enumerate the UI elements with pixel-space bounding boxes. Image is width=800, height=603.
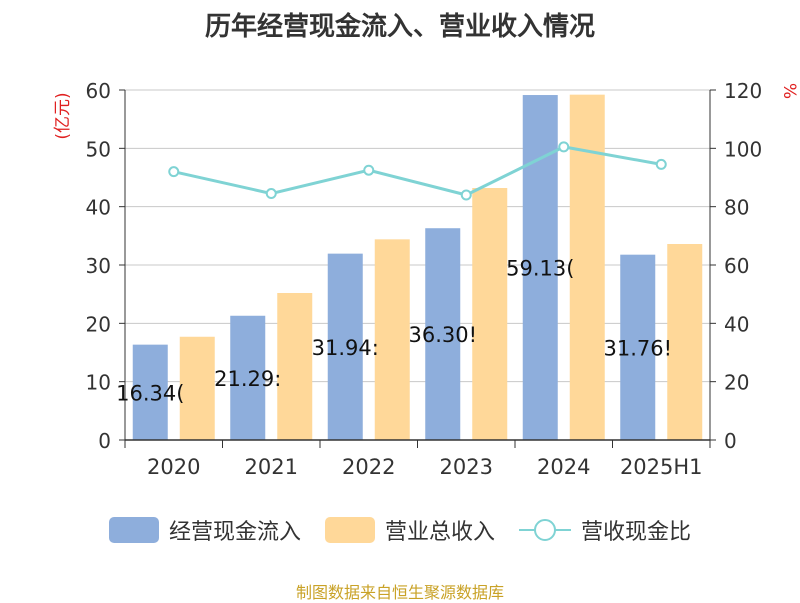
ratio-point [558,141,570,153]
x-tick-label: 2020 [147,455,200,479]
right-tick-label: 60 [724,254,749,278]
legend: 经营现金流入 营业总收入 营收现金比 [0,514,800,546]
ratio-point [363,164,375,176]
ratio-point [168,166,180,178]
bar-cash-inflow [230,315,266,440]
bar-cash-inflow [620,254,656,440]
x-tick-label: 2022 [342,455,395,479]
axes: 0 10 20 30 40 50 60 0 20 40 60 80 100 120 (亿元)% 2020 202… [53,79,799,479]
bar-revenue [667,244,703,440]
x-tick-label: 2025H1 [620,455,703,479]
legend-label-revenue: 营业总收入 [384,520,495,545]
left-tick-label: 20 [86,312,111,336]
data-labels: 16.34( 21.29: 31.94: 36.30! 59.13( 31.76! [116,257,672,406]
bar-revenue [374,239,410,440]
legend-label-cash-inflow: 经营现金流入 [168,520,301,545]
left-axis-unit: (亿元) [53,92,73,139]
x-tick-label: 2023 [440,455,493,479]
legend-item-revenue[interactable]: 营业总收入 [324,514,495,546]
x-tick-label: 2024 [537,455,590,479]
x-tick-label: 2021 [245,455,298,479]
data-label-cash-inflow: 59.13( [506,257,574,281]
legend-item-cash-inflow[interactable]: 经营现金流入 [108,514,301,546]
right-tick-label: 20 [724,371,749,395]
legend-swatch-ratio [519,517,571,543]
left-tick-label: 0 [98,429,111,453]
left-tick-label: 10 [86,371,111,395]
ratio-point [655,158,667,170]
data-label-cash-inflow: 21.29: [214,367,281,391]
left-tick-label: 60 [86,79,111,103]
data-label-cash-inflow: 31.94: [312,336,379,360]
bar-revenue [179,336,215,440]
bar-revenue [472,188,508,440]
right-axis-unit: % [779,83,799,99]
left-tick-label: 50 [86,137,111,161]
right-tick-label: 120 [724,79,762,103]
bar-revenue [569,94,605,441]
chart-title: 历年经营现金流入、营业收入情况 [204,12,595,42]
ratio-line-path [173,145,662,197]
legend-label-ratio: 营收现金比 [581,520,692,545]
right-tick-label: 80 [724,196,749,220]
ratio-point [265,188,277,200]
data-label-cash-inflow: 36.30! [408,323,477,347]
data-label-cash-inflow: 16.34( [116,381,184,405]
legend-swatch-cash-inflow [108,517,159,543]
left-tick-label: 30 [86,254,111,278]
ratio-point [460,189,472,201]
legend-item-ratio[interactable]: 营收现金比 [519,514,691,546]
right-tick-label: 0 [724,429,737,453]
bar-cash-inflow [327,253,363,440]
bar-revenue [277,293,313,440]
bar-cash-inflow [425,228,461,440]
left-tick-label: 40 [86,196,111,220]
data-source-note: 制图数据来自恒生聚源数据库 [295,583,504,602]
legend-swatch-revenue [324,517,375,543]
right-tick-label: 40 [724,312,749,336]
bars [132,94,703,441]
data-label-cash-inflow: 31.76! [603,336,672,360]
grid-lines [125,89,710,383]
bar-cash-inflow [132,344,168,440]
ratio-line [168,141,667,201]
right-tick-label: 100 [724,137,762,161]
